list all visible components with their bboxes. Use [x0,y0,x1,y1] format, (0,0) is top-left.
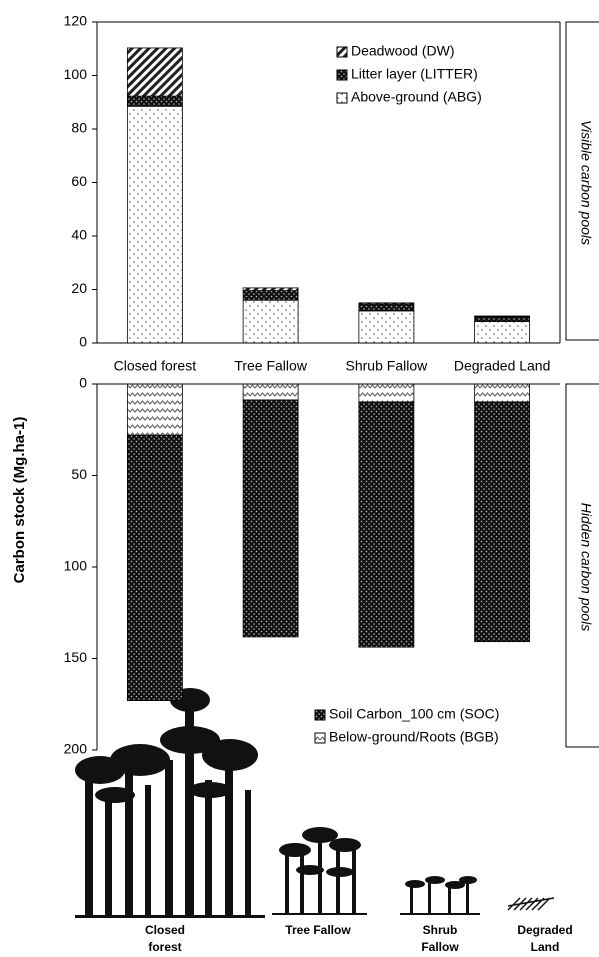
bar-segment [359,384,414,402]
y-tick-label: 200 [64,741,88,757]
y-tick-label: 150 [64,649,88,665]
legend-swatch [315,710,325,720]
bar-segment [243,384,298,400]
bar-segment [127,48,182,96]
y-tick-label: 100 [64,558,88,574]
chart: Carbon stock (Mg.ha-1) Closed forest Tree… [0,0,599,957]
y-tick-label: 20 [71,280,87,296]
x-tick-label: Tree Fallow [234,358,308,374]
y-tick-label: 50 [71,466,87,482]
bar-segment [127,435,182,700]
y-tick-label: 0 [79,334,87,350]
x-tick-label: Degraded Land [454,358,551,374]
bar-segment [127,96,182,106]
y-tick-label: 120 [64,13,88,29]
legend-label: Below-ground/Roots (BGB) [329,729,499,745]
legend-label: Deadwood (DW) [351,43,454,59]
bar-segment [359,304,414,311]
bar-segment [127,106,182,343]
legend-label: Above-ground (ABG) [351,89,482,105]
illustration-label: Shrub Fallow [405,922,475,956]
bar-segment [243,300,298,343]
legend-label: Soil Carbon_100 cm (SOC) [329,706,499,722]
legend-swatch [315,733,325,743]
x-tick-label: Shrub Fallow [346,358,429,374]
bar-segment [243,400,298,637]
legend-swatch [337,70,347,80]
bar-segment [359,311,414,343]
bar-segment [127,384,182,435]
bar-segment [475,402,530,642]
bar-segment [359,402,414,647]
y-axis-label: Carbon stock (Mg.ha-1) [11,417,28,584]
bar-segment [243,291,298,301]
bar-segment [475,322,530,343]
bar-segment [475,317,530,322]
bar-segment [475,316,530,317]
illustration-label: Closed forest [130,922,200,956]
legend-swatch [337,93,347,103]
bar-segment [243,288,298,291]
illustration-label: Tree Fallow [283,922,353,939]
y-tick-label: 80 [71,120,87,136]
illustration [75,688,554,918]
y-tick-label: 100 [64,66,88,82]
y-tick-label: 0 [79,375,87,391]
bar-segment [475,384,530,402]
y-tick-label: 40 [71,227,87,243]
x-tick-label: Closed forest [114,358,197,374]
legend-swatch [337,47,347,57]
page: Carbon stock (Mg.ha-1) Closed forest Tree… [0,0,599,957]
legend-label: Litter layer (LITTER) [351,66,478,82]
y-tick-label: 60 [71,173,87,189]
side-label: Hidden carbon pools [578,503,594,631]
side-label: Visible carbon pools [578,120,594,245]
illustration-label: Degraded Land [510,922,580,956]
bar-segment [359,303,414,304]
